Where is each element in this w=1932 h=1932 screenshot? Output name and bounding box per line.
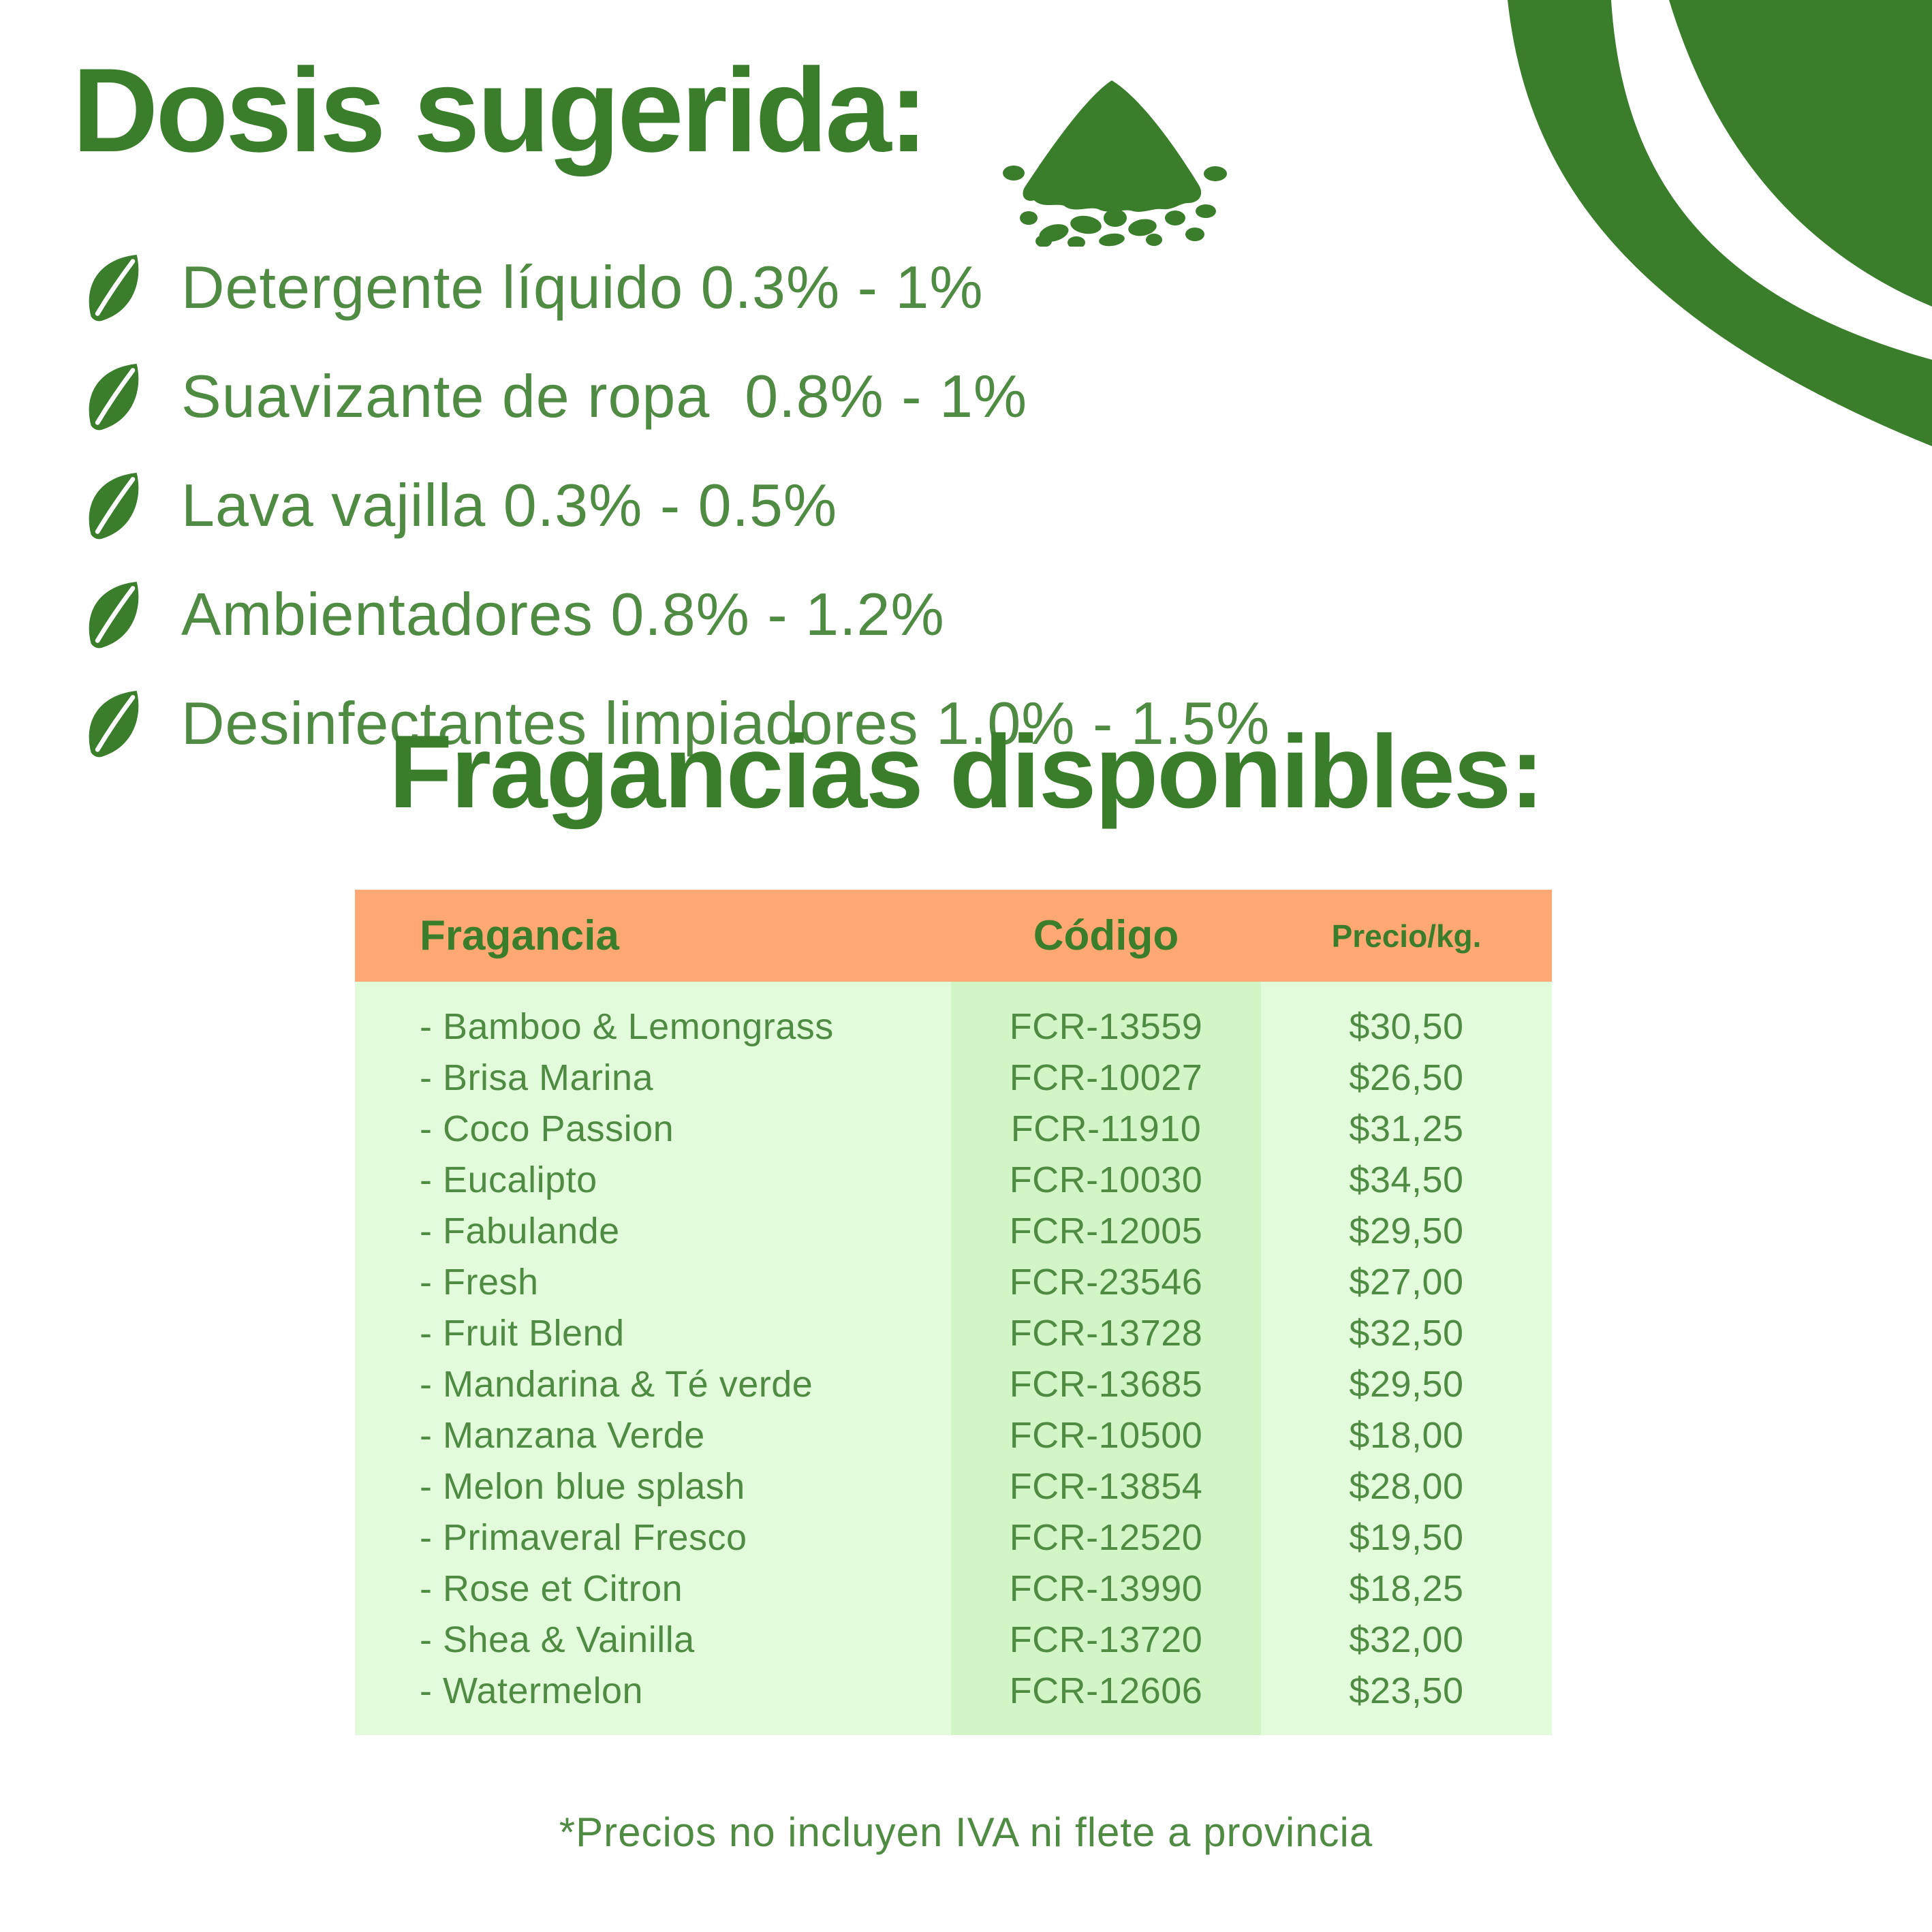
table-row: - Melon blue splash FCR-13854 $28,00 [355, 1461, 1552, 1512]
cell-codigo: FCR-12005 [1009, 1210, 1203, 1251]
cell-precio: $18,00 [1349, 1414, 1464, 1456]
cell-fragancia: - Coco Passion [420, 1108, 674, 1149]
leaf-icon [89, 254, 139, 321]
cell-fragancia: - Bamboo & Lemongrass [420, 1006, 834, 1047]
dose-text: Suavizante de ropa 0.8% - 1% [181, 362, 1028, 430]
cell-fragancia: - Brisa Marina [420, 1057, 654, 1098]
cell-fragancia: - Mandarina & Té verde [420, 1363, 813, 1405]
cell-fragancia: - Manzana Verde [420, 1414, 705, 1456]
cell-precio: $32,00 [1349, 1619, 1464, 1660]
cell-precio: $34,50 [1349, 1159, 1464, 1200]
table-row: - Brisa Marina FCR-10027 $26,50 [355, 1052, 1552, 1103]
cell-precio: $27,00 [1349, 1261, 1464, 1303]
table-row: - Manzana Verde FCR-10500 $18,00 [355, 1409, 1552, 1461]
cell-precio: $29,50 [1349, 1210, 1464, 1251]
dose-list: Detergente líquido 0.3% - 1% Suavizante … [83, 253, 1270, 798]
fragrance-table: Fragancia Código Precio/kg. - Bamboo & L… [355, 890, 1552, 1735]
column-header-codigo: Código [1033, 912, 1179, 959]
cell-codigo: FCR-10500 [1009, 1414, 1203, 1456]
code-column-strip [951, 982, 1261, 1735]
leaf-icon [89, 690, 139, 757]
cell-fragancia: - Rose et Citron [420, 1568, 683, 1609]
table-row: - Fabulande FCR-12005 $29,50 [355, 1205, 1552, 1256]
cell-codigo: FCR-13685 [1009, 1363, 1203, 1405]
table-row: - Shea & Vainilla FCR-13720 $32,00 [355, 1614, 1552, 1665]
table-row: - Watermelon FCR-12606 $23,50 [355, 1665, 1552, 1716]
dose-text: Ambientadores 0.8% - 1.2% [181, 580, 945, 648]
cell-precio: $26,50 [1349, 1057, 1464, 1098]
cell-fragancia: - Fabulande [420, 1210, 620, 1251]
column-header-fragancia: Fragancia [420, 912, 619, 959]
cell-fragancia: - Melon blue splash [420, 1465, 745, 1507]
cell-codigo: FCR-13728 [1009, 1312, 1203, 1354]
dose-text: Detergente líquido 0.3% - 1% [181, 253, 984, 321]
dose-text: Lava vajilla 0.3% - 0.5% [181, 471, 838, 539]
cell-fragancia: - Shea & Vainilla [420, 1619, 695, 1660]
cell-precio: $32,50 [1349, 1312, 1464, 1354]
cell-codigo: FCR-10027 [1009, 1057, 1203, 1098]
dose-list-item: Lava vajilla 0.3% - 0.5% [83, 471, 1270, 540]
cell-codigo: FCR-12606 [1009, 1670, 1203, 1711]
fragrance-table-body: - Bamboo & Lemongrass FCR-13559 $30,50 -… [355, 982, 1552, 1735]
cell-precio: $23,50 [1349, 1670, 1464, 1711]
cell-precio: $30,50 [1349, 1006, 1464, 1047]
table-row: - Coco Passion FCR-11910 $31,25 [355, 1103, 1552, 1154]
table-row: - Eucalipto FCR-10030 $34,50 [355, 1154, 1552, 1205]
dose-list-item: Desinfectantes limpiadores 1.0% - 1.5% [83, 689, 1270, 758]
dose-text: Desinfectantes limpiadores 1.0% - 1.5% [181, 689, 1271, 757]
cell-fragancia: - Eucalipto [420, 1159, 597, 1200]
powder-pile-icon [1003, 80, 1227, 247]
cell-codigo: FCR-11910 [1010, 1108, 1202, 1149]
cell-fragancia: - Watermelon [420, 1670, 644, 1711]
leaf-icon [89, 472, 139, 539]
dose-list-item: Detergente líquido 0.3% - 1% [83, 253, 1270, 322]
cell-codigo: FCR-13990 [1009, 1568, 1203, 1609]
table-row: - Rose et Citron FCR-13990 $18,25 [355, 1563, 1552, 1614]
cell-codigo: FCR-10030 [1009, 1159, 1203, 1200]
cell-codigo: FCR-13720 [1009, 1619, 1203, 1660]
table-header-row: Fragancia Código Precio/kg. [355, 890, 1552, 982]
fragrances-heading: Fragancias disponibles: [389, 714, 1544, 830]
cell-fragancia: - Primaveral Fresco [420, 1516, 747, 1558]
cell-fragancia: - Fresh [420, 1261, 539, 1303]
dose-list-item: Suavizante de ropa 0.8% - 1% [83, 362, 1270, 431]
cell-codigo: FCR-23546 [1009, 1261, 1203, 1303]
corner-swoosh-icon [1508, 0, 1932, 446]
table-row: - Primaveral Fresco FCR-12520 $19,50 [355, 1512, 1552, 1563]
cell-precio: $18,25 [1349, 1568, 1464, 1609]
table-row: - Fresh FCR-23546 $27,00 [355, 1256, 1552, 1307]
cell-codigo: FCR-12520 [1009, 1516, 1203, 1558]
column-header-precio: Precio/kg. [1331, 918, 1482, 954]
footnote: *Precios no incluyen IVA ni flete a prov… [559, 1809, 1373, 1855]
leaf-icon [89, 363, 139, 430]
dose-list-item: Ambientadores 0.8% - 1.2% [83, 580, 1270, 649]
leaf-icon [89, 581, 139, 648]
table-row: - Mandarina & Té verde FCR-13685 $29,50 [355, 1358, 1552, 1409]
page-title: Dosis sugerida: [72, 44, 929, 177]
cell-precio: $29,50 [1349, 1363, 1464, 1405]
cell-codigo: FCR-13559 [1009, 1006, 1203, 1047]
cell-fragancia: - Fruit Blend [420, 1312, 625, 1354]
cell-precio: $28,00 [1349, 1465, 1464, 1507]
cell-precio: $31,25 [1349, 1108, 1464, 1149]
cell-precio: $19,50 [1349, 1516, 1464, 1558]
table-row: - Bamboo & Lemongrass FCR-13559 $30,50 [355, 1001, 1552, 1052]
table-row: - Fruit Blend FCR-13728 $32,50 [355, 1307, 1552, 1358]
cell-codigo: FCR-13854 [1009, 1465, 1203, 1507]
